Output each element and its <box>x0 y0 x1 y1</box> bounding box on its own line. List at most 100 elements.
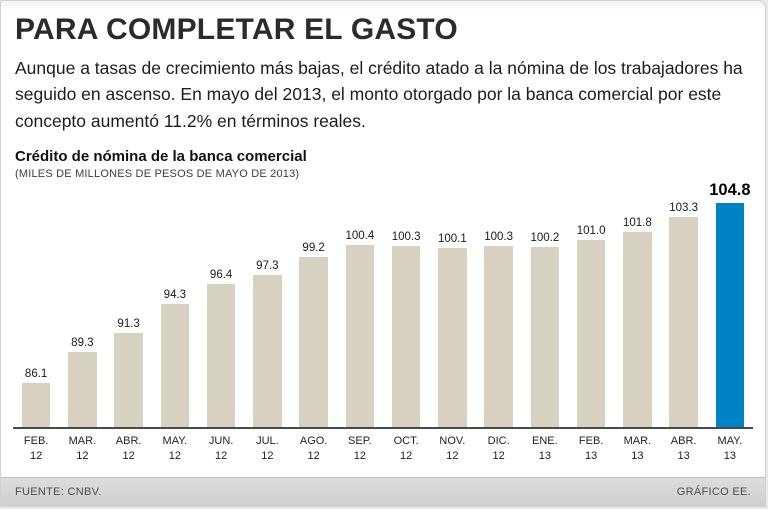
bar-value-label: 89.3 <box>71 337 94 349</box>
bar <box>438 248 467 427</box>
x-label-year: 12 <box>492 449 505 462</box>
bar-column: 103.3 <box>661 202 707 427</box>
bar-value-label: 100.2 <box>530 232 560 245</box>
bar <box>623 231 652 427</box>
x-axis-label: MAY. 13 <box>707 434 753 464</box>
x-axis-label: FEB. 13 <box>568 434 614 464</box>
x-axis-label: MAY. 12 <box>152 434 198 464</box>
x-label-month: SEP. <box>348 435 372 447</box>
bar-column: 101.8 <box>614 217 660 427</box>
bar <box>669 217 698 427</box>
bar-column: 97.3 <box>244 260 290 427</box>
chart-header: Crédito de nómina de la banca comercial … <box>15 148 751 180</box>
x-label-year: 13 <box>538 449 551 462</box>
bar-column: 89.3 <box>59 337 105 427</box>
footer-bar: FUENTE: CNBV. GRÁFICO EE. <box>1 477 765 506</box>
chart-title: Crédito de nómina de la banca comercial <box>15 147 307 165</box>
source-text: FUENTE: CNBV. <box>15 486 102 498</box>
bar-value-label: 91.3 <box>117 317 140 330</box>
bar-value-label: 100.3 <box>484 231 514 244</box>
bar-value-label: 104.8 <box>709 181 751 199</box>
bar <box>391 246 421 427</box>
chart-subtitle: (MILES DE MILLONES DE PESOS DE MAYO DE 2… <box>15 167 300 180</box>
x-label-month: JUL. <box>256 435 279 447</box>
bar <box>345 245 375 427</box>
x-label-month: AGO. <box>299 435 328 447</box>
x-label-year: 13 <box>677 449 690 462</box>
x-label-year: 12 <box>215 449 228 462</box>
x-label-year: 12 <box>76 449 89 462</box>
bar <box>576 239 606 427</box>
intro-text: Aunque a tasas de crecimiento más bajas,… <box>15 58 743 131</box>
x-label-year: 12 <box>400 449 413 462</box>
bar-column: 104.8 <box>707 181 753 427</box>
x-axis-label: JUL. 12 <box>244 434 290 464</box>
x-label-year: 12 <box>122 449 135 462</box>
bar-column: 100.2 <box>522 232 568 427</box>
x-label-month: MAY. <box>162 435 188 447</box>
x-label-year: 12 <box>168 449 181 462</box>
x-axis-label: FEB. 12 <box>13 434 59 464</box>
bar <box>68 352 97 427</box>
x-label-month: NOV. <box>439 435 466 447</box>
x-axis-label: NOV. 12 <box>429 434 475 464</box>
bar <box>530 247 560 427</box>
bar-value-label: 100.3 <box>391 231 421 244</box>
x-axis-label: OCT. 12 <box>383 434 429 464</box>
x-label-month: JUN. <box>208 435 234 447</box>
x-label-month: MAY. <box>717 435 743 447</box>
bar <box>253 275 282 427</box>
x-label-month: OCT. <box>393 435 419 447</box>
bar-column: 101.0 <box>568 224 614 427</box>
x-label-year: 13 <box>723 449 736 462</box>
bar <box>160 303 190 427</box>
x-label-year: 13 <box>585 449 598 462</box>
bar-value-label: 101.0 <box>576 224 606 237</box>
bar-value-label: 103.3 <box>669 202 699 215</box>
bar <box>206 283 236 427</box>
bar-value-label: 100.4 <box>345 230 375 243</box>
bar <box>21 382 51 427</box>
x-axis-label: MAR. 12 <box>59 434 105 464</box>
chart-plot-area: 86.1 89.3 91.3 94.3 96.4 97.3 99.2 100.4 100.3 10… <box>13 181 753 429</box>
chart-x-axis-labels: FEB. 12 MAR. 12 ABR. 12 MAY. 12 JUN. 12 JUL. 12 AGO.… <box>13 434 753 464</box>
x-axis-label: ABR. 13 <box>661 434 707 464</box>
bar-value-label: 94.3 <box>163 288 187 301</box>
bar-column: 100.3 <box>476 231 522 427</box>
x-label-month: MAR. <box>68 435 97 447</box>
bar-column: 100.1 <box>429 233 475 427</box>
bar <box>299 256 328 427</box>
page-title: PARA COMPLETAR EL GASTO <box>15 13 458 46</box>
bar-chart: 86.1 89.3 91.3 94.3 96.4 97.3 99.2 100.4 100.3 10… <box>13 181 753 464</box>
x-label-month: FEB. <box>23 435 49 447</box>
bar <box>114 332 143 427</box>
bar-column: 99.2 <box>291 242 337 427</box>
bar-value-label: 86.1 <box>24 367 48 380</box>
bar-highlighted <box>715 203 745 427</box>
bar-value-label: 97.3 <box>256 260 279 273</box>
x-label-month: DIC. <box>487 435 510 447</box>
x-label-month: ABR. <box>115 435 142 447</box>
bar-value-label: 100.1 <box>437 233 467 246</box>
bar-column: 94.3 <box>152 289 198 427</box>
x-label-month: ABR. <box>670 435 697 447</box>
bar-value-label: 96.4 <box>209 268 233 281</box>
x-label-month: ENE. <box>532 435 558 447</box>
x-axis-label: SEP. 12 <box>337 434 383 464</box>
bar-value-label: 99.2 <box>302 241 325 254</box>
bar <box>484 246 513 427</box>
bar-column: 100.3 <box>383 231 429 427</box>
x-axis-label: DIC. 12 <box>476 434 522 464</box>
x-axis-label: ENE. 13 <box>522 434 568 464</box>
x-label-year: 12 <box>30 449 43 462</box>
credit-text: GRÁFICO EE. <box>676 486 751 498</box>
bar-column: 96.4 <box>198 269 244 427</box>
x-axis-label: JUN. 12 <box>198 434 244 464</box>
x-axis-label: MAR. 13 <box>614 434 660 464</box>
x-axis-label: AGO. 12 <box>291 434 337 464</box>
x-label-year: 12 <box>261 449 274 462</box>
bar-column: 86.1 <box>13 368 59 427</box>
bar-column: 100.4 <box>337 230 383 427</box>
x-label-month: MAR. <box>623 435 652 447</box>
